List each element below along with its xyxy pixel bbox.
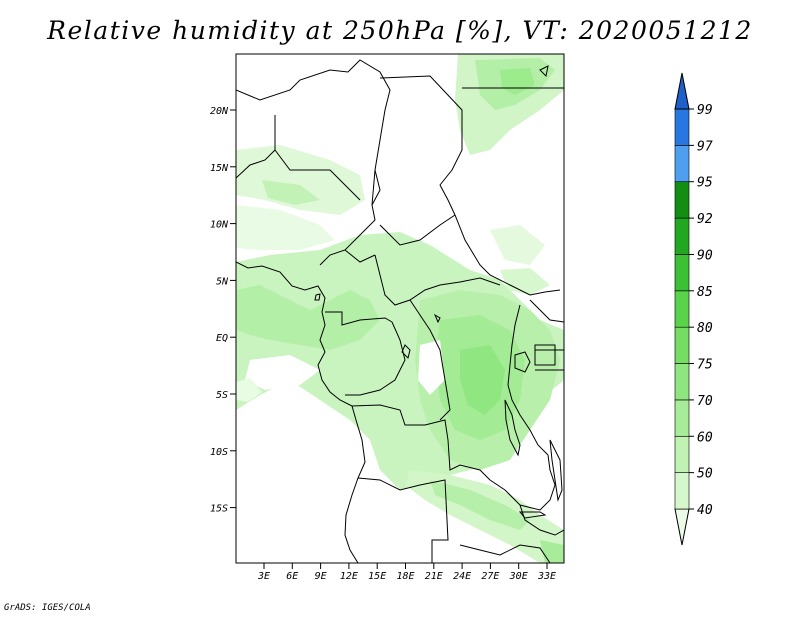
lake	[549, 439, 563, 502]
border	[344, 249, 376, 263]
colorbar-box	[674, 399, 690, 437]
lat-tick-label: 20N	[210, 106, 229, 117]
colorbar-label: 95	[697, 176, 713, 191]
colorbar-label: 80	[697, 321, 713, 336]
border	[379, 214, 456, 246]
border	[357, 477, 449, 563]
border	[519, 504, 564, 536]
colorbar-box	[674, 217, 690, 255]
border	[529, 299, 564, 323]
lon-tick-label: 21E	[425, 571, 443, 582]
humidity-region	[236, 145, 365, 215]
colorbar-label: 99	[697, 103, 713, 118]
lon-tick-label: 30E	[509, 571, 528, 582]
colorbar-label: 90	[697, 248, 713, 263]
lat-tick-label: 5S	[216, 390, 228, 401]
border	[345, 321, 406, 396]
lon-tick-label: 27E	[481, 571, 499, 582]
colorbar-label: 60	[697, 430, 713, 445]
colorbar-label: 97	[697, 139, 713, 154]
colorbar-box	[674, 108, 690, 146]
colorbar-box	[674, 290, 690, 328]
colorbar-box	[674, 363, 690, 401]
river	[401, 344, 411, 359]
lat-tick-label: 15S	[210, 504, 228, 515]
border	[371, 169, 376, 206]
colorbar-label: 75	[697, 358, 713, 373]
lon-tick-label: 24E	[453, 571, 471, 582]
colorbar-high-triangle	[674, 72, 690, 110]
lon-tick-label: 9E	[315, 571, 327, 582]
border	[374, 254, 501, 306]
lat-tick-label: 5N	[216, 276, 229, 287]
border	[409, 299, 451, 421]
humidity-region	[430, 480, 530, 530]
colorbar-label: 85	[697, 285, 713, 300]
colorbar-box	[674, 254, 690, 292]
humidity-region	[500, 268, 550, 295]
humidity-region	[262, 180, 320, 205]
colorbar-label: 50	[697, 467, 713, 482]
dry-region	[245, 355, 320, 390]
border	[489, 454, 556, 511]
lat-tick-label: EQ	[216, 333, 228, 344]
colorbar-label: 92	[697, 212, 713, 227]
border	[236, 59, 391, 266]
lake	[518, 511, 547, 519]
country-borders	[236, 59, 564, 563]
border	[351, 404, 491, 481]
colorbar-label: 40	[697, 503, 713, 518]
lon-tick-label: 18E	[396, 571, 414, 582]
coastline	[236, 261, 366, 563]
island	[314, 293, 321, 301]
lake	[504, 399, 521, 457]
lat-tick-label: 10N	[210, 220, 229, 231]
humidity-region	[236, 285, 380, 350]
border	[459, 544, 551, 563]
longitude-axis: 3E 6E 9E 12E 15E 18E 21E 24E 27E 30E 33E	[257, 563, 556, 582]
map-frame	[235, 53, 565, 564]
chart-title: Relative humidity at 250hPa [%], VT: 202…	[47, 16, 753, 45]
colorbar-box	[674, 145, 690, 183]
lon-tick-label: 12E	[340, 571, 358, 582]
dry-region	[418, 340, 445, 395]
dry-region	[236, 378, 262, 402]
border	[507, 304, 549, 456]
lon-tick-label: 3E	[257, 571, 270, 582]
latitude-axis: 20N 15N 10N 5N EQ 5S 10S 15S	[210, 106, 236, 515]
colorbar: 40 50 60 70 75 80 85 90 92 95 97 99	[674, 72, 713, 546]
border	[534, 344, 556, 366]
river	[433, 313, 441, 324]
humidity-region	[460, 345, 505, 415]
colorbar-label: 70	[697, 394, 713, 409]
lat-tick-label: 10S	[210, 447, 228, 458]
humidity-region	[490, 225, 545, 265]
lon-tick-label: 33E	[537, 571, 556, 582]
humidity-region	[236, 205, 335, 250]
border	[274, 115, 361, 201]
border	[236, 149, 276, 179]
lake	[514, 351, 531, 373]
lake	[539, 65, 549, 78]
colorbar-low-triangle	[674, 508, 690, 546]
border	[325, 311, 393, 326]
colorbar-box	[674, 435, 690, 473]
lat-tick-label: 15N	[210, 163, 229, 174]
lon-tick-label: 15E	[368, 571, 386, 582]
colorbar-box	[674, 472, 690, 510]
colorbar-box	[674, 326, 690, 364]
grads-credit: GrADS: IGES/COLA	[4, 603, 91, 613]
colorbar-box	[674, 181, 690, 219]
humidity-shading	[236, 54, 564, 563]
lon-tick-label: 6E	[286, 571, 298, 582]
